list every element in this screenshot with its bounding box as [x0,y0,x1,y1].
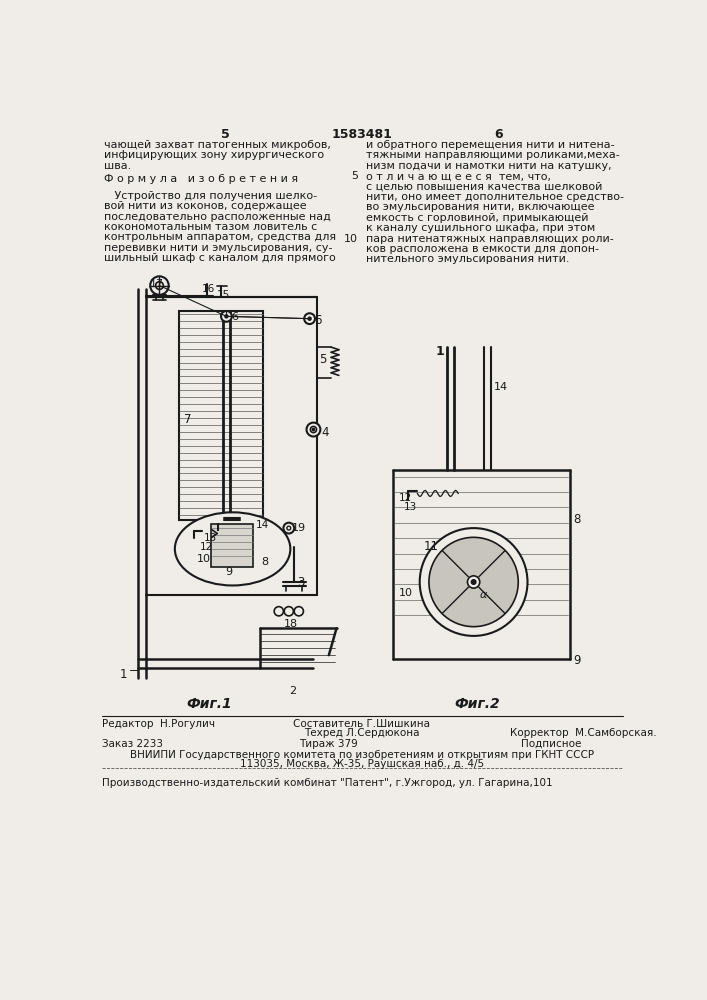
Text: 2: 2 [288,686,296,696]
Ellipse shape [175,512,291,585]
Circle shape [310,426,317,433]
Text: с целью повышения качества шелковой: с целью повышения качества шелковой [366,182,602,192]
Circle shape [472,580,476,584]
Text: ВНИИПИ Государственного комитета по изобретениям и открытиям при ГКНТ СССР: ВНИИПИ Государственного комитета по изоб… [130,750,594,760]
Text: 9: 9 [225,567,232,577]
Bar [179,311,264,520]
Text: Производственно-издательский комбинат "Патент", г.Ужгород, ул. Гагарина,101: Производственно-издательский комбинат "П… [102,778,552,788]
Text: I: I [216,523,220,533]
Text: 8: 8 [261,557,268,567]
Circle shape [221,311,232,322]
Text: о т л и ч а ю щ е е с я  тем, что,: о т л и ч а ю щ е е с я тем, что, [366,171,551,181]
Text: 7: 7 [184,413,192,426]
Text: перевивки нити и эмульсирования, су-: перевивки нити и эмульсирования, су- [104,243,332,253]
Text: Тираж 379: Тираж 379 [300,739,358,749]
Text: 12: 12 [199,542,213,552]
Circle shape [307,423,320,436]
Text: 6: 6 [494,128,503,141]
Text: 5: 5 [221,128,230,141]
Text: 19: 19 [292,523,306,533]
Text: 4: 4 [321,426,329,439]
Text: 8: 8 [573,513,581,526]
Text: 11: 11 [423,540,438,553]
Text: Корректор  М.Самборская.: Корректор М.Самборская. [510,728,656,738]
Text: 10: 10 [399,588,413,598]
Text: низм подачи и намотки нити на катушку,: низм подачи и намотки нити на катушку, [366,161,612,171]
Text: Устройство для получения шелко-: Устройство для получения шелко- [104,191,317,201]
Text: емкость с горловиной, примыкающей: емкость с горловиной, примыкающей [366,213,588,223]
Circle shape [420,528,527,636]
Text: 1: 1 [119,668,127,681]
Text: нити, оно имеет дополнительное средство-: нити, оно имеет дополнительное средство- [366,192,624,202]
Text: вой нити из коконов, содержащее: вой нити из коконов, содержащее [104,201,307,211]
Text: ков расположена в емкости для допон-: ков расположена в емкости для допон- [366,244,599,254]
Text: 1: 1 [435,345,444,358]
Circle shape [467,576,480,588]
Text: 18: 18 [284,619,298,629]
Text: 17: 17 [149,279,163,289]
Text: чающей захват патогенных микробов,: чающей захват патогенных микробов, [104,140,331,150]
Text: Подписное: Подписное [521,739,582,749]
Circle shape [429,537,518,627]
Text: Техред Л.Сердюкона: Техред Л.Сердюкона [304,728,420,738]
Text: 6: 6 [231,312,238,322]
Text: пара нитенатяжных направляющих роли-: пара нитенатяжных направляющих роли- [366,234,614,244]
Text: и обратного перемещения нити и нитена-: и обратного перемещения нити и нитена- [366,140,614,150]
Circle shape [287,526,291,530]
Circle shape [284,523,294,533]
Text: тяжными направляющими роликами,меха-: тяжными направляющими роликами,меха- [366,150,619,160]
Text: во эмульсирования нити, включающее: во эмульсирования нити, включающее [366,202,595,212]
Text: 14: 14 [493,382,508,392]
Circle shape [308,317,311,320]
Circle shape [312,428,315,431]
Circle shape [294,607,303,616]
Text: 5: 5 [351,171,358,181]
Text: к каналу сушильного шкафа, при этом: к каналу сушильного шкафа, при этом [366,223,595,233]
Text: 9: 9 [573,654,581,667]
Circle shape [304,313,315,324]
Bar [211,524,253,567]
Circle shape [156,282,163,289]
Circle shape [225,315,228,318]
Text: 10: 10 [344,234,358,244]
Text: 1583481: 1583481 [332,128,392,141]
Text: инфицирующих зону хирургического: инфицирующих зону хирургического [104,150,324,160]
Text: 12: 12 [399,493,412,503]
Text: 15: 15 [217,290,230,300]
Text: шва.: шва. [104,161,132,171]
Text: 113035, Москва, Ж-35, Раушская наб., д. 4/5: 113035, Москва, Ж-35, Раушская наб., д. … [240,759,484,769]
Text: кокономотальным тазом ловитель с: кокономотальным тазом ловитель с [104,222,317,232]
Text: контрольным аппаратом, средства для: контрольным аппаратом, средства для [104,232,336,242]
Text: 10: 10 [197,554,211,564]
Text: нительного эмульсирования нити.: нительного эмульсирования нити. [366,254,569,264]
Text: Фиг.1: Фиг.1 [187,698,233,712]
Circle shape [284,607,293,616]
Circle shape [274,607,284,616]
Text: последовательно расположенные над: последовательно расположенные над [104,212,331,222]
Text: 5: 5 [320,353,327,366]
Text: 13: 13 [204,533,216,543]
Text: 14: 14 [256,520,269,530]
Text: 6: 6 [314,314,322,327]
Text: шильный шкаф с каналом для прямого: шильный шкаф с каналом для прямого [104,253,336,263]
Text: Заказ 2233: Заказ 2233 [102,739,163,749]
Text: Фиг.2: Фиг.2 [455,698,501,712]
Circle shape [150,276,169,295]
Text: α: α [480,590,487,600]
Text: Ф о р м у л а   и з о б р е т е н и я: Ф о р м у л а и з о б р е т е н и я [104,174,298,184]
Text: 13: 13 [404,502,418,512]
Text: Редактор  Н.Рогулич: Редактор Н.Рогулич [102,719,215,729]
Text: 3: 3 [297,576,305,589]
Text: 16: 16 [201,284,215,294]
Text: Составитель Г.Шишкина: Составитель Г.Шишкина [293,719,431,729]
